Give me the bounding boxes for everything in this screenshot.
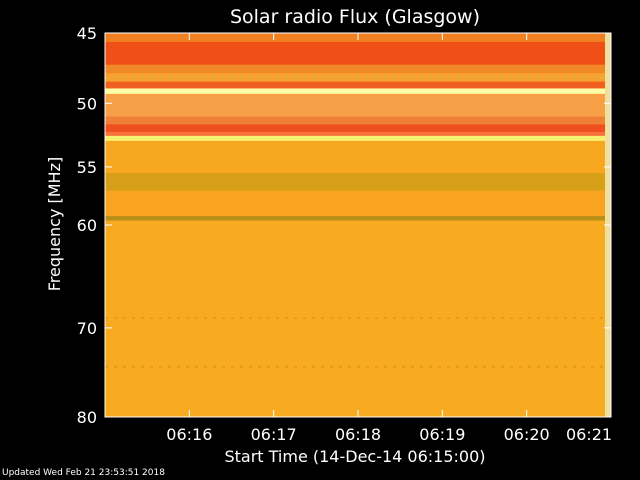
frequency-band-6 bbox=[105, 93, 611, 117]
frequency-band-1 bbox=[105, 41, 611, 65]
frequency-band-2 bbox=[105, 64, 611, 74]
frequency-band-4 bbox=[105, 81, 611, 89]
x-tick-label-0: 06:16 bbox=[166, 425, 212, 444]
y-tick-label-3: 60 bbox=[77, 216, 97, 235]
frequency-band-5 bbox=[105, 88, 611, 94]
frequency-band-10 bbox=[105, 135, 611, 141]
frequency-band-14 bbox=[105, 216, 611, 221]
frequency-band-11 bbox=[105, 140, 611, 173]
frequency-band-8 bbox=[105, 124, 611, 133]
chart-title: Solar radio Flux (Glasgow) bbox=[230, 6, 480, 28]
updated-timestamp: Updated Wed Feb 21 23:53:51 2018 bbox=[2, 468, 165, 478]
plot-area bbox=[104, 32, 612, 418]
frequency-band-9 bbox=[105, 132, 611, 136]
y-tick-label-2: 55 bbox=[77, 158, 97, 177]
x-tick-label-3: 06:19 bbox=[419, 425, 465, 444]
x-tick-label-1: 06:17 bbox=[251, 425, 297, 444]
x-tick-label-2: 06:18 bbox=[335, 425, 381, 444]
x-tick-label-5: 06:21 bbox=[566, 425, 612, 444]
y-tick-label-1: 50 bbox=[77, 94, 97, 113]
y-tick-label-0: 45 bbox=[77, 24, 97, 43]
y-axis-label: Frequency [MHz] bbox=[45, 157, 64, 291]
x-axis-label: Start Time (14-Dec-14 06:15:00) bbox=[224, 447, 485, 466]
y-tick-label-4: 70 bbox=[77, 319, 97, 338]
y-tick-label-5: 80 bbox=[77, 408, 97, 427]
frequency-band-12 bbox=[105, 172, 611, 191]
frequency-band-7 bbox=[105, 116, 611, 125]
x-axis: 06:16 06:17 06:18 06:19 06:20 06:21 bbox=[166, 33, 612, 444]
x-tick-label-4: 06:20 bbox=[504, 425, 550, 444]
y-axis: 45 50 55 60 70 80 bbox=[77, 24, 611, 427]
frequency-band-13 bbox=[105, 190, 611, 217]
